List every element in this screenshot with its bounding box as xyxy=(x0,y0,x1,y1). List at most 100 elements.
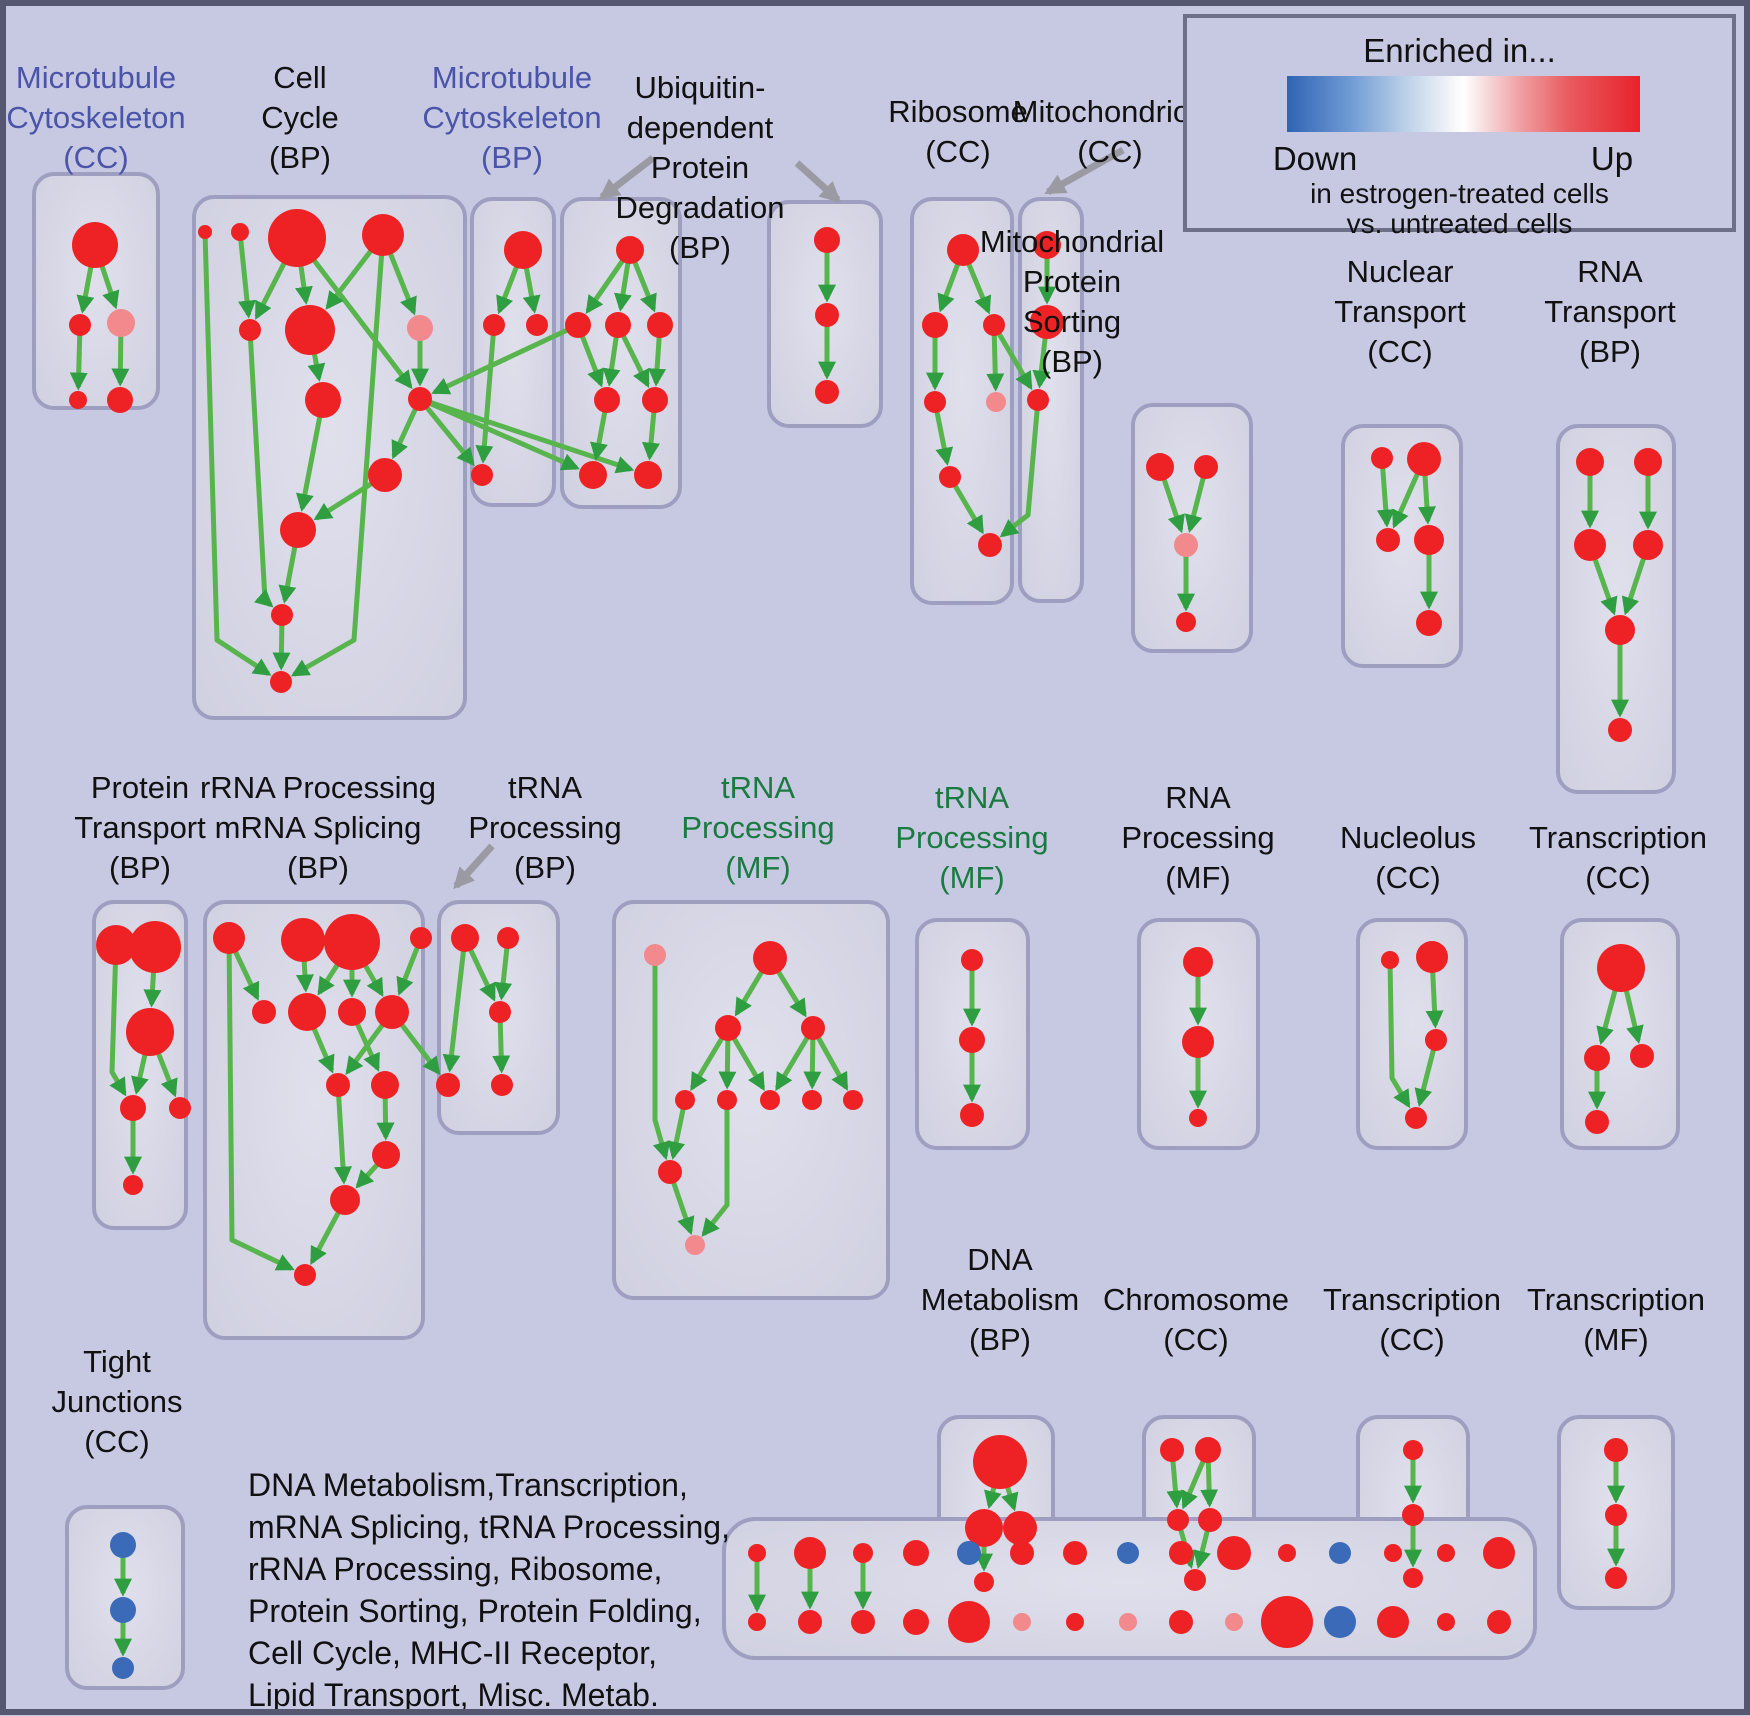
node-pt6 xyxy=(123,1175,143,1195)
node-ua6 xyxy=(642,387,668,413)
node-cc-c xyxy=(268,209,326,267)
node-tm10 xyxy=(685,1235,705,1255)
edge-cc-e-cc-k xyxy=(247,329,274,608)
node-mb4 xyxy=(471,464,493,486)
node-mb3 xyxy=(526,314,548,336)
node-cc-i xyxy=(368,458,402,492)
node-cc-a xyxy=(198,225,212,239)
node-rr-s xyxy=(372,1141,400,1169)
node-rt2 xyxy=(1634,448,1662,476)
node-rp1 xyxy=(1183,947,1213,977)
node-tb3 xyxy=(489,1001,511,1023)
node-tf3 xyxy=(1605,1567,1627,1589)
node-blA11 xyxy=(1278,1544,1296,1562)
node-ua4 xyxy=(647,312,673,338)
gray-arrows-layer xyxy=(453,146,1125,890)
node-tc4 xyxy=(1585,1110,1609,1134)
node-cc-j xyxy=(280,512,316,548)
node-nu3 xyxy=(1425,1029,1447,1051)
node-tf1 xyxy=(1604,1438,1628,1462)
node-ms1 xyxy=(1146,453,1174,481)
edge-pt1-pt4 xyxy=(109,944,127,1097)
node-rp2 xyxy=(1182,1026,1214,1058)
node-tm4 xyxy=(675,1090,695,1110)
node-ms2 xyxy=(1194,455,1218,479)
node-blA15 xyxy=(1483,1537,1515,1569)
node-cc-b xyxy=(231,223,249,241)
node-ub2 xyxy=(815,303,839,327)
node-cc-f xyxy=(285,305,335,355)
node-mc3 xyxy=(107,309,135,337)
node-blA6 xyxy=(1010,1541,1034,1565)
node-blB10 xyxy=(1225,1613,1243,1631)
edge-cc-h-cc-j xyxy=(296,399,326,512)
callout-arrow-2 xyxy=(794,160,842,203)
node-ub1 xyxy=(814,227,840,253)
node-pt5 xyxy=(169,1097,191,1119)
node-blB14 xyxy=(1437,1613,1455,1631)
edge-cc-b-cc-e xyxy=(237,231,256,319)
node-blB8 xyxy=(1119,1613,1137,1631)
node-blB1 xyxy=(748,1613,766,1631)
node-ua5 xyxy=(594,387,620,413)
node-cc-hub xyxy=(408,387,432,411)
node-ts2 xyxy=(959,1027,985,1053)
node-blA1 xyxy=(748,1544,766,1562)
node-blB13 xyxy=(1377,1606,1409,1638)
group-box-mi xyxy=(1018,197,1084,603)
node-nt4 xyxy=(1414,525,1444,555)
node-tm5 xyxy=(717,1090,737,1110)
edge-cc-hub-mb4 xyxy=(418,397,475,467)
node-ri3 xyxy=(983,314,1005,336)
edge-cc-c-cc-hub xyxy=(295,236,413,390)
node-rr-r2 xyxy=(371,1071,399,1099)
edge-tm-p-tm9 xyxy=(652,955,671,1161)
node-tj3 xyxy=(112,1657,134,1679)
node-cc-k xyxy=(271,604,293,626)
node-nu4 xyxy=(1405,1107,1427,1129)
node-ts1 xyxy=(961,949,983,971)
node-rt1 xyxy=(1576,448,1604,476)
node-tf2 xyxy=(1605,1504,1627,1526)
node-mi2 xyxy=(1030,305,1064,339)
group-box-mtcc xyxy=(32,172,160,410)
group-box-bl xyxy=(722,1517,1537,1660)
node-blA12 xyxy=(1329,1542,1351,1564)
node-tb4 xyxy=(436,1073,460,1097)
edge-cc-a-cc-l xyxy=(202,231,272,676)
node-tb1 xyxy=(451,924,479,952)
node-tm7 xyxy=(802,1090,822,1110)
node-ch2 xyxy=(1195,1437,1221,1463)
node-tm6 xyxy=(760,1090,780,1110)
node-ua7 xyxy=(579,461,607,489)
node-tj2 xyxy=(110,1597,136,1623)
node-rr-t xyxy=(330,1185,360,1215)
edge-mb2-mb4 xyxy=(475,324,497,464)
node-ch5 xyxy=(1184,1569,1206,1591)
node-blB5 xyxy=(948,1601,990,1643)
edge-rr-p1-rr-u xyxy=(226,937,295,1271)
node-blB4 xyxy=(903,1609,929,1635)
node-ua1 xyxy=(616,236,644,264)
edge-cc-hub-ua7 xyxy=(418,396,580,471)
node-ri4 xyxy=(924,391,946,413)
node-t21 xyxy=(1403,1440,1423,1460)
node-ua2 xyxy=(565,312,591,338)
node-tm9 xyxy=(658,1160,682,1184)
node-ua8 xyxy=(634,461,662,489)
node-ch1 xyxy=(1160,1438,1184,1462)
node-blA13 xyxy=(1384,1544,1402,1562)
node-rr-q3 xyxy=(338,998,366,1026)
node-dm3 xyxy=(1003,1511,1037,1545)
node-rt3 xyxy=(1574,529,1606,561)
node-cc-g xyxy=(407,315,433,341)
node-blB2 xyxy=(798,1610,822,1634)
node-rt4 xyxy=(1633,530,1663,560)
node-blB11 xyxy=(1261,1596,1313,1648)
node-ts3 xyxy=(960,1103,984,1127)
callout-arrow-4 xyxy=(453,843,495,890)
node-nt3 xyxy=(1376,528,1400,552)
node-blA2 xyxy=(794,1537,826,1569)
node-mc5 xyxy=(107,387,133,413)
node-ub3 xyxy=(815,380,839,404)
